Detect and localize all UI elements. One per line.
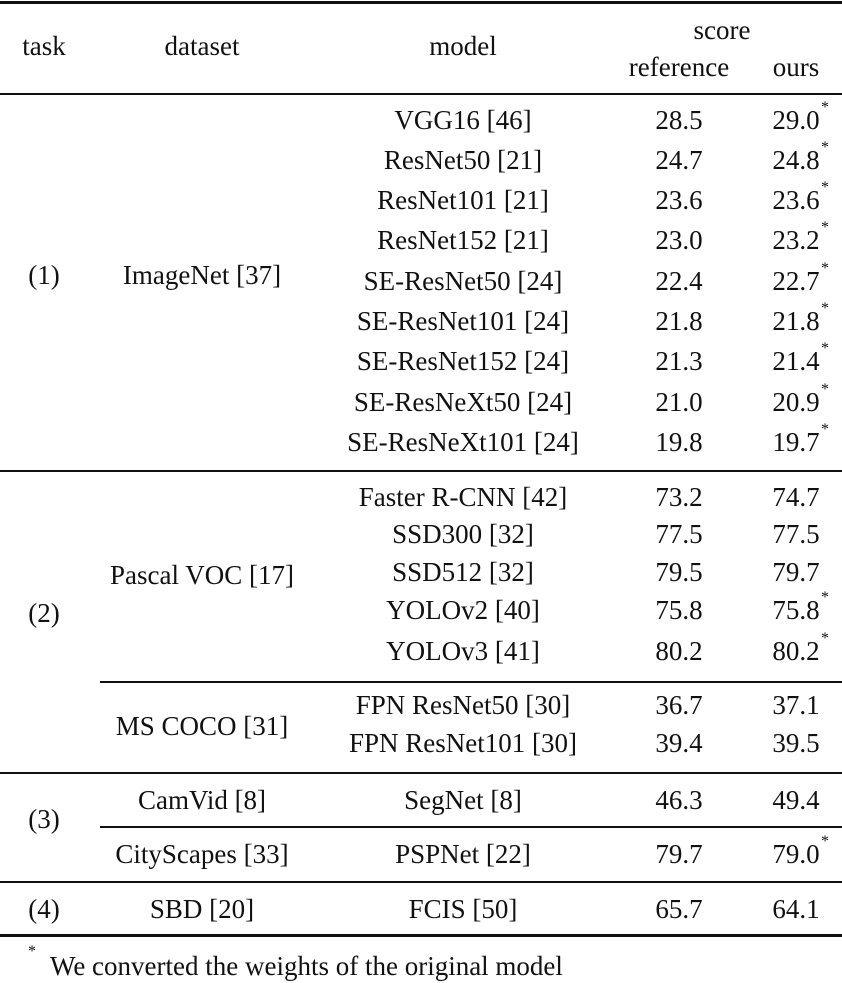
reference-score-cell: 36.7 [655,690,703,720]
model-cell: YOLOv2 [40] [386,595,540,625]
bottom-rule [0,934,842,937]
header-dataset: dataset [164,31,240,61]
converted-weights-marker: * [821,300,829,317]
reference-score-cell: 21.0 [655,387,703,417]
task-label: (4) [28,894,60,924]
model-cell: ResNet50 [21] [383,145,543,175]
reference-score-cell: 23.0 [655,225,703,255]
converted-weights-marker: * [821,260,829,277]
converted-weights-marker: * [821,179,829,196]
ours-score-cell: 74.7 [772,482,820,512]
converted-weights-marker: * [821,381,829,398]
reference-score-cell: 22.4 [655,266,703,296]
model-cell: SE-ResNet50 [24] [363,266,563,296]
model-cell: Faster R-CNN [42] [358,482,568,512]
dataset-label: MS COCO [31] [115,711,289,741]
group-rule-3-4 [0,881,842,883]
ours-score-cell: 23.6 [772,185,820,215]
header-model: model [429,31,497,61]
top-rule [0,1,842,4]
model-cell: ResNet152 [21] [377,225,549,255]
header-rule [0,93,842,95]
ours-score-cell: 24.8 [772,145,820,175]
model-cell: SegNet [8] [404,785,522,815]
reference-score-cell: 75.8 [655,595,703,625]
reference-score-cell: 65.7 [655,894,703,924]
model-cell: SE-ResNet101 [24] [356,306,570,336]
dataset-label: CamVid [8] [137,785,267,815]
model-cell: SE-ResNet152 [24] [356,346,570,376]
group-rule-1-2 [0,470,842,472]
task-label: (2) [28,598,60,628]
ours-score-cell: 20.9 [772,387,820,417]
converted-weights-marker: * [821,630,829,647]
model-cell: FPN ResNet50 [30] [355,690,571,720]
ours-score-cell: 22.7 [772,266,820,296]
reference-score-cell: 19.8 [655,427,703,457]
ours-score-cell: 23.2 [772,225,820,255]
task-label: (3) [28,804,60,834]
dataset-label: CityScapes [33] [115,839,289,869]
header-ours: ours [772,52,820,82]
model-cell: FCIS [50] [408,894,518,924]
model-cell: FPN ResNet101 [30] [349,728,577,758]
model-cell: VGG16 [46] [394,105,532,135]
model-cell: SE-ResNeXt50 [24] [353,387,573,417]
ours-score-cell: 75.8 [772,595,820,625]
reference-score-cell: 46.3 [655,785,703,815]
footnote-marker: * [28,943,36,960]
dataset-label: ImageNet [37] [122,260,282,290]
ours-score-cell: 64.1 [772,894,820,924]
converted-weights-marker: * [821,219,829,236]
reference-score-cell: 77.5 [655,519,703,549]
task-label: (1) [28,260,60,290]
ours-score-cell: 39.5 [772,728,820,758]
reference-score-cell: 39.4 [655,728,703,758]
converted-weights-marker: * [821,340,829,357]
ours-score-cell: 19.7 [772,427,820,457]
reference-score-cell: 21.3 [655,346,703,376]
model-cell: SE-ResNeXt101 [24] [347,427,579,457]
dataset-rule-camvid-cityscapes [100,826,842,828]
reference-score-cell: 28.5 [655,105,703,135]
ours-score-cell: 80.2 [772,636,820,666]
reference-score-cell: 23.6 [655,185,703,215]
dataset-label: Pascal VOC [17] [110,560,294,590]
converted-weights-marker: * [821,589,829,606]
ours-score-cell: 77.5 [772,519,820,549]
reference-score-cell: 24.7 [655,145,703,175]
model-cell: SSD300 [32] [392,519,534,549]
reference-score-cell: 21.8 [655,306,703,336]
group-rule-2-3 [0,772,842,774]
dataset-rule-voc-coco [100,681,842,683]
ours-score-cell: 21.4 [772,346,820,376]
converted-weights-marker: * [821,833,829,850]
model-cell: ResNet101 [21] [377,185,549,215]
ours-score-cell: 79.0 [772,839,820,869]
model-cell: PSPNet [22] [395,839,531,869]
header-score: score [693,15,751,45]
reference-score-cell: 79.7 [655,839,703,869]
reference-score-cell: 73.2 [655,482,703,512]
converted-weights-marker: * [821,421,829,438]
dataset-label: SBD [20] [149,894,255,924]
header-task: task [22,31,66,61]
footnote-text: We converted the weights of the original… [50,951,563,981]
model-cell: YOLOv3 [41] [386,636,540,666]
ours-score-cell: 79.7 [772,557,820,587]
model-cell: SSD512 [32] [392,557,534,587]
converted-weights-marker: * [821,99,829,116]
converted-weights-marker: * [821,139,829,156]
header-reference: reference [628,52,730,82]
ours-score-cell: 49.4 [772,785,820,815]
ours-score-cell: 21.8 [772,306,820,336]
ours-score-cell: 29.0 [772,105,820,135]
ours-score-cell: 37.1 [772,690,820,720]
reference-score-cell: 79.5 [655,557,703,587]
reference-score-cell: 80.2 [655,636,703,666]
